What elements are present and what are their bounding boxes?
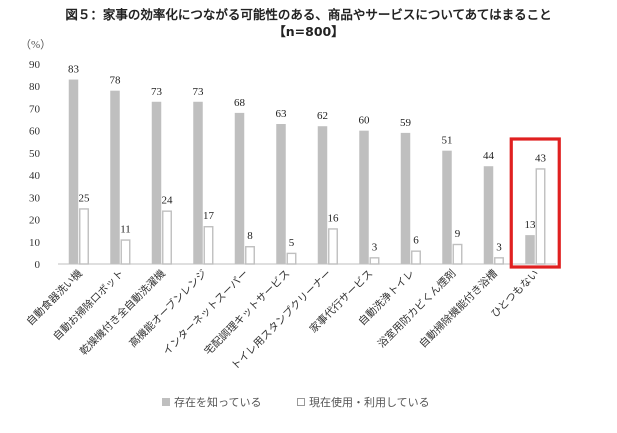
y-tick-label: 30 xyxy=(29,192,41,204)
data-label-aware: 68 xyxy=(234,97,246,109)
y-tick-label: 40 xyxy=(29,170,41,182)
bar-aware xyxy=(276,124,286,264)
bar-aware xyxy=(110,90,120,265)
y-tick-label: 60 xyxy=(29,126,41,138)
y-tick-label: 80 xyxy=(29,81,41,93)
data-label-using: 24 xyxy=(162,195,174,207)
data-label-using: 3 xyxy=(496,241,502,253)
data-label-aware: 60 xyxy=(359,115,371,127)
y-axis-ticks: 0 10 20 30 40 50 60 70 80 90 xyxy=(29,59,41,271)
chart-subtitle: 【n=800】 xyxy=(273,24,344,39)
category-label: 自動お掃除ロボット xyxy=(50,267,126,343)
bar-using xyxy=(120,239,131,265)
category-label: 高機能オーブンレンジ xyxy=(126,267,209,350)
data-label-aware: 13 xyxy=(525,219,537,231)
bar-aware xyxy=(442,150,452,264)
data-label-using: 5 xyxy=(289,237,295,249)
bar-aware xyxy=(151,101,162,265)
bar-aware xyxy=(234,112,245,264)
category-labels: 自動食器洗い機自動お掃除ロボット乾燥機付き全自動洗濯機高機能オーブンレンジインタ… xyxy=(24,267,542,373)
category-label: インターネットスーパー xyxy=(161,268,251,358)
category-label: 宅配調理キットサービス xyxy=(202,267,293,358)
y-tick-label: 70 xyxy=(29,103,41,115)
y-tick-label: 90 xyxy=(29,59,41,71)
bar-using xyxy=(328,228,338,265)
bar-using xyxy=(162,210,172,265)
data-label-using: 8 xyxy=(247,230,253,242)
data-label-aware: 44 xyxy=(483,150,495,162)
bar-aware xyxy=(68,79,79,264)
y-tick-label: 20 xyxy=(29,215,41,227)
legend-label-aware: 存在を知っている xyxy=(174,395,261,409)
highlight-box xyxy=(509,137,561,269)
chart-title: 図５：家事の効率化につながる可能性のある、商品やサービスについてあてはまること xyxy=(65,7,552,22)
bar-using xyxy=(286,252,297,265)
data-label-using: 3 xyxy=(372,241,378,253)
bar-using xyxy=(79,208,89,265)
category-label: 自動掃除機能付き浴槽 xyxy=(416,267,500,351)
y-tick-label: 0 xyxy=(35,259,41,271)
data-label-aware: 62 xyxy=(317,110,328,122)
data-label-aware: 73 xyxy=(193,86,205,98)
data-label-aware: 51 xyxy=(442,135,453,147)
bar-aware xyxy=(483,166,494,264)
bar-using xyxy=(494,257,504,265)
data-label-aware: 83 xyxy=(68,64,80,76)
data-label-aware: 59 xyxy=(400,117,412,129)
bar-using xyxy=(411,250,421,265)
category-label: 浴室用防カビくん煙剤 xyxy=(375,267,458,350)
bar-using xyxy=(369,257,380,265)
chart-title-block: 図５：家事の効率化につながる可能性のある、商品やサービスについてあてはまること … xyxy=(0,6,617,40)
data-label-using: 9 xyxy=(455,228,461,240)
data-label-using: 43 xyxy=(535,152,547,164)
data-label-aware: 63 xyxy=(276,108,288,120)
data-label-using: 16 xyxy=(328,212,340,224)
data-label-using: 17 xyxy=(203,210,215,222)
legend-swatch-using xyxy=(297,398,305,406)
data-label-using: 25 xyxy=(79,192,91,204)
bar-using xyxy=(203,226,214,265)
data-label-using: 6 xyxy=(413,235,419,247)
legend: 存在を知っている 現在使用・利用している xyxy=(162,395,430,409)
y-tick-label: 10 xyxy=(29,237,41,249)
legend-swatch-aware xyxy=(162,398,170,406)
data-label-using: 11 xyxy=(120,224,131,236)
bar-aware xyxy=(525,235,535,264)
category-label: 乾燥機付き全自動洗濯機 xyxy=(77,267,168,358)
data-label-aware: 73 xyxy=(151,86,163,98)
bar-using xyxy=(535,168,546,265)
bar-aware xyxy=(400,132,411,264)
bar-aware xyxy=(193,101,203,265)
y-tick-label: 50 xyxy=(29,148,41,160)
bars-group: 83 25 78 11 73 24 73 17 68 8 63 5 62 16 60 3 59 6 51 9 44 3 13… xyxy=(68,64,561,269)
bar-using xyxy=(452,243,463,265)
bar-using xyxy=(245,246,255,265)
legend-label-using: 現在使用・利用している xyxy=(309,396,430,409)
bar-aware xyxy=(317,126,328,264)
data-label-aware: 78 xyxy=(110,75,122,87)
bar-aware xyxy=(359,130,369,264)
y-axis-unit-label: （%） xyxy=(20,38,51,51)
